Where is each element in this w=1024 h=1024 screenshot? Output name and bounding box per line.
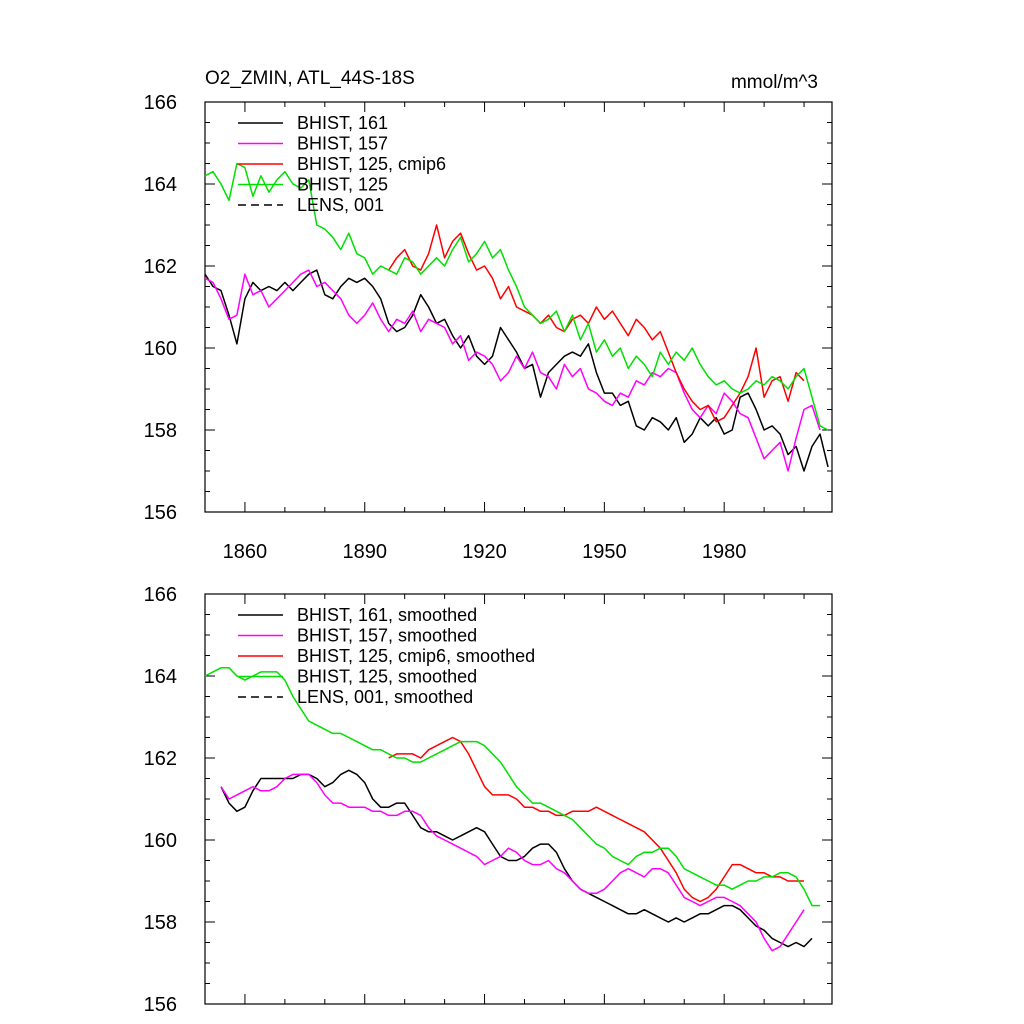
y-tick-label: 162 (144, 748, 177, 770)
top-panel: 156 158 160 162 164 166 1860 1890 1920 1950 1980 BH… (144, 92, 833, 563)
y-tick-label: 158 (144, 912, 177, 934)
y-tick-label: 156 (144, 994, 177, 1016)
legend-label: BHIST, 125, cmip6, smoothed (297, 646, 535, 666)
legend-label: LENS, 001 (297, 195, 384, 215)
series-line-1 (204, 269, 821, 472)
series-line-0 (220, 769, 813, 948)
legend-label: BHIST, 125 (297, 175, 388, 195)
y-tick-label: 164 (144, 666, 177, 688)
y-tick-label: 162 (144, 256, 177, 278)
legend-label: BHIST, 161, smoothed (297, 605, 477, 625)
legend-label: BHIST, 125, cmip6 (297, 154, 446, 174)
chart-title: O2_ZMIN, ATL_44S-18S (205, 68, 415, 89)
y-tick-label: 156 (144, 502, 177, 524)
y-tick-label: 160 (144, 830, 177, 852)
x-tick-label: 1860 (223, 541, 268, 563)
series-line-2 (388, 736, 804, 903)
x-tick-label: 1980 (702, 541, 747, 563)
x-tick-label: 1920 (462, 541, 507, 563)
legend-label: LENS, 001, smoothed (297, 687, 473, 707)
legend-label: BHIST, 161 (297, 113, 388, 133)
legend-label: BHIST, 157, smoothed (297, 626, 477, 646)
legend-label: BHIST, 157 (297, 134, 388, 154)
y-tick-label: 164 (144, 174, 177, 196)
y-tick-label: 166 (144, 584, 177, 606)
x-tick-label: 1950 (582, 541, 627, 563)
y-tick-label: 160 (144, 338, 177, 360)
series-line-3 (204, 667, 820, 907)
y-tick-label: 166 (144, 92, 177, 114)
x-tick-label: 1890 (342, 541, 387, 563)
series-line-1 (220, 773, 805, 952)
legend-label: BHIST, 125, smoothed (297, 667, 477, 687)
series-line-0 (204, 269, 829, 472)
y-tick-label: 158 (144, 420, 177, 442)
series-line-3 (204, 162, 829, 431)
units-label: mmol/m^3 (731, 72, 818, 93)
series-line-2 (388, 224, 805, 423)
